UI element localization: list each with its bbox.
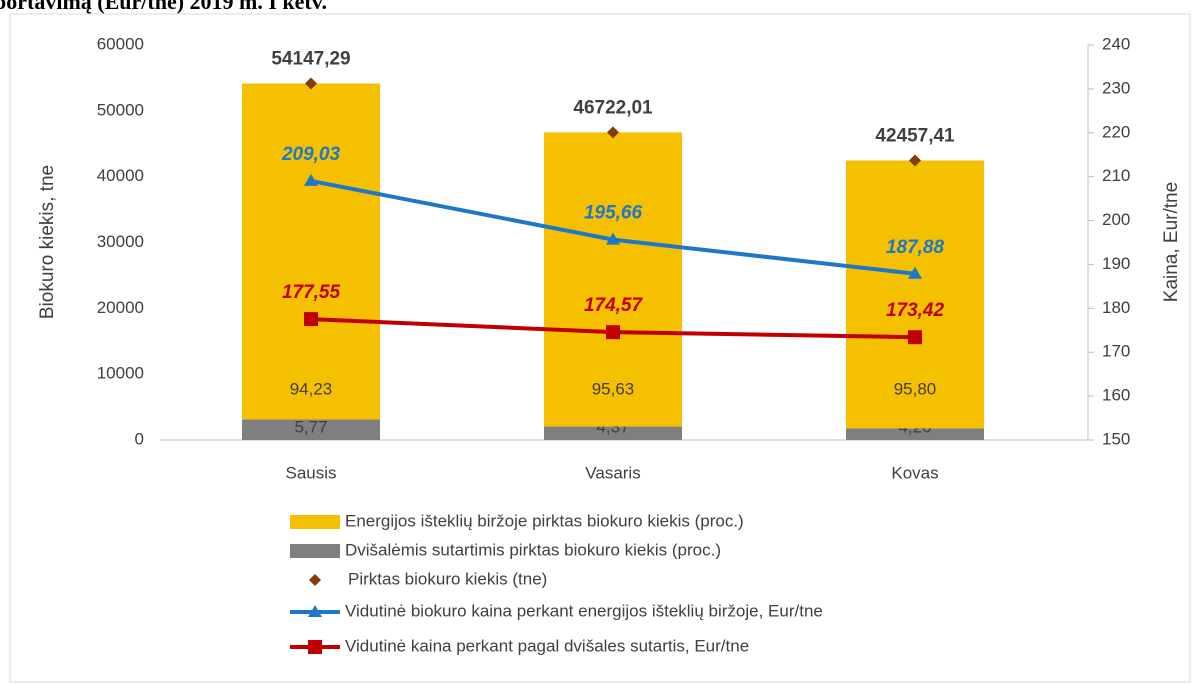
y2-tick-label: 160 [1102,386,1130,405]
y2-tick-label: 220 [1102,122,1130,141]
y2-tick-label: 170 [1102,342,1130,361]
line-marker [606,325,620,340]
line-label: 177,55 [282,282,341,303]
legend-label: Vidutinė kaina perkant pagal dvišales su… [345,636,749,655]
y-tick-label: 10000 [97,364,144,383]
total-marker [607,126,619,139]
segment-label: 94,23 [290,379,333,398]
total-label: 42457,41 [875,126,955,147]
legend-marker [308,605,322,617]
line-label: 209,03 [281,144,341,165]
line-label: 187,88 [886,237,945,258]
bar-segment [242,83,380,420]
line-marker [304,312,318,327]
segment-label: 95,80 [894,379,937,398]
y2-tick-label: 180 [1102,298,1130,317]
y-tick-label: 40000 [97,166,144,185]
line-label: 174,57 [584,295,644,316]
segment-label: 95,63 [592,379,635,398]
y-tick-label: 30000 [97,232,144,251]
y2-tick-label: 230 [1102,78,1130,97]
y-tick-label: 50000 [97,100,144,119]
legend-swatch [290,515,340,529]
x-tick-label: Kovas [891,463,938,482]
chart-title: portavimą (Eur/tne) 2019 m. I ketv. [0,0,327,14]
chart-border [9,13,1191,683]
legend-swatch [309,574,321,586]
total-marker [909,154,921,167]
y-axis-label: Biokuro kiekis, tne [37,165,58,319]
y2-tick-label: 210 [1102,166,1130,185]
y2-tick-label: 200 [1102,210,1130,229]
line-marker [908,330,922,345]
bar-segment [544,426,682,440]
line-marker [606,232,620,245]
y2-tick-label: 240 [1102,34,1130,53]
total-label: 54147,29 [271,49,350,70]
legend-label: Vidutinė biokuro kaina perkant energijos… [345,601,823,620]
bar-segment [846,160,984,429]
y2-tick-label: 150 [1102,429,1130,448]
y-tick-label: 60000 [97,34,144,53]
bar-segment [242,419,380,440]
bar-segment [846,428,984,440]
total-marker [305,77,317,90]
y-tick-label: 0 [135,429,144,448]
legend-label: Dvišalėmis sutartimis pirktas biokuro ki… [345,540,721,559]
legend-swatch [290,544,340,558]
bar-segment [544,132,682,427]
y-tick-label: 20000 [97,298,144,317]
x-tick-label: Vasaris [585,463,640,482]
y2-axis-label: Kaina, Eur/tne [1161,182,1182,302]
total-label: 46722,01 [573,97,653,118]
y2-tick-label: 190 [1102,254,1130,273]
legend-marker [308,640,322,654]
x-tick-label: Sausis [285,463,336,482]
line-marker [304,173,318,186]
line-marker [908,266,922,279]
legend-label: Energijos išteklių biržoje pirktas bioku… [345,511,744,530]
line-label: 173,42 [886,300,945,321]
line-label: 195,66 [584,203,643,224]
segment-label: 5,77 [294,417,327,436]
legend-label: Pirktas biokuro kiekis (tne) [348,569,547,588]
